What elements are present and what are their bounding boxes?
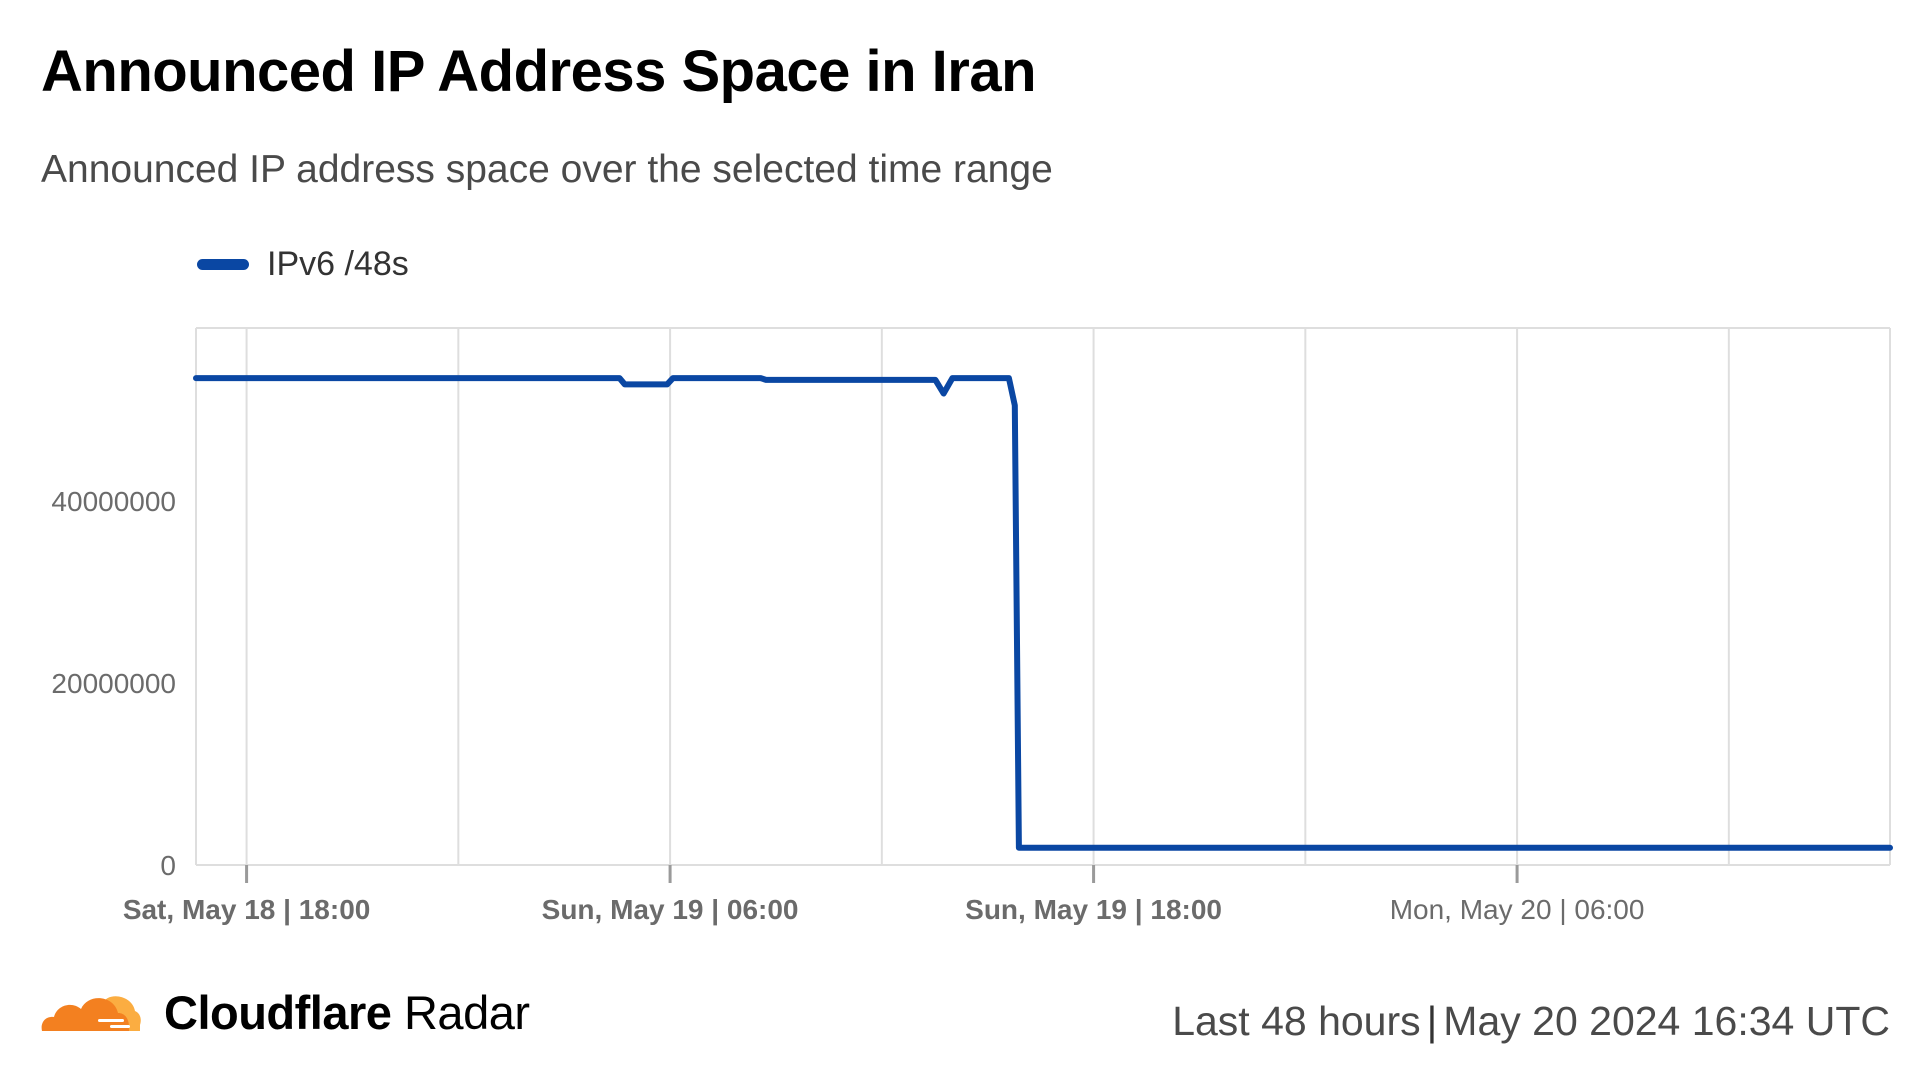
chart-subtitle: Announced IP address space over the sele… — [41, 148, 1053, 191]
legend-label-ipv6: IPv6 /48s — [267, 245, 409, 283]
timestamp-label: May 20 2024 16:34 UTC — [1443, 998, 1890, 1044]
footer-meta: Last 48 hours | May 20 2024 16:34 UTC — [1172, 998, 1890, 1045]
data-point — [950, 376, 955, 381]
tick-labels: 0 20000000 40000000 Sat, May 18 | 18:00 Sun,… — [51, 486, 1644, 925]
data-point — [665, 382, 670, 387]
series-layer — [193, 375, 1893, 851]
data-point — [1006, 376, 1011, 381]
cloud-logo-icon — [41, 995, 141, 1031]
data-point — [617, 376, 622, 381]
y-tick-label: 20000000 — [51, 668, 176, 699]
brand-name-light: Radar — [403, 986, 530, 1039]
data-point — [941, 391, 946, 396]
x-tick-label: Mon, May 20 | 06:00 — [1390, 894, 1645, 925]
time-range-label: Last 48 hours — [1172, 998, 1421, 1044]
data-point — [1012, 403, 1017, 408]
y-tick-label: 0 — [160, 850, 176, 881]
data-point — [671, 376, 676, 381]
data-point — [758, 376, 763, 381]
chart-title: Announced IP Address Space in Iran — [41, 39, 1037, 104]
y-tick-label: 40000000 — [51, 486, 176, 517]
cloudflare-radar-logo: Cloudflare Radar — [40, 985, 530, 1040]
brand-name-bold: Cloudflare — [164, 986, 392, 1039]
data-point — [1016, 845, 1021, 850]
x-tick-label: Sun, May 19 | 18:00 — [965, 894, 1222, 925]
legend-swatch-ipv6 — [197, 259, 249, 270]
data-point — [622, 382, 627, 387]
footer-separator: | — [1426, 998, 1438, 1044]
grid-lines — [196, 327, 1891, 865]
series-line-ipv6 — [193, 375, 1893, 851]
data-point — [1888, 845, 1892, 850]
x-tick-label: Sat, May 18 | 18:00 — [123, 894, 371, 925]
x-tick-label: Sun, May 19 | 06:00 — [542, 894, 799, 925]
data-point — [763, 377, 768, 382]
data-point — [933, 377, 938, 382]
line-chart: 0 20000000 40000000 Sat, May 18 | 18:00 Sun,… — [51, 327, 1893, 925]
chart-legend[interactable]: IPv6 /48s — [197, 245, 409, 284]
brand-name: Cloudflare Radar — [164, 985, 530, 1040]
data-point — [194, 376, 198, 381]
chart-axes — [195, 328, 1890, 883]
